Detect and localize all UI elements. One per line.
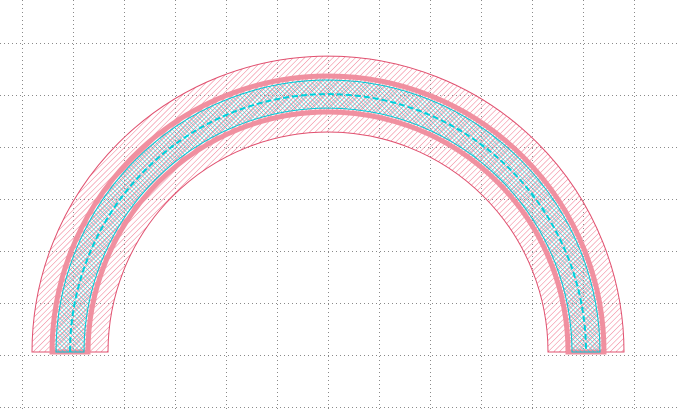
inner-half-ring[interactable] xyxy=(55,79,601,353)
centerline xyxy=(69,93,587,353)
